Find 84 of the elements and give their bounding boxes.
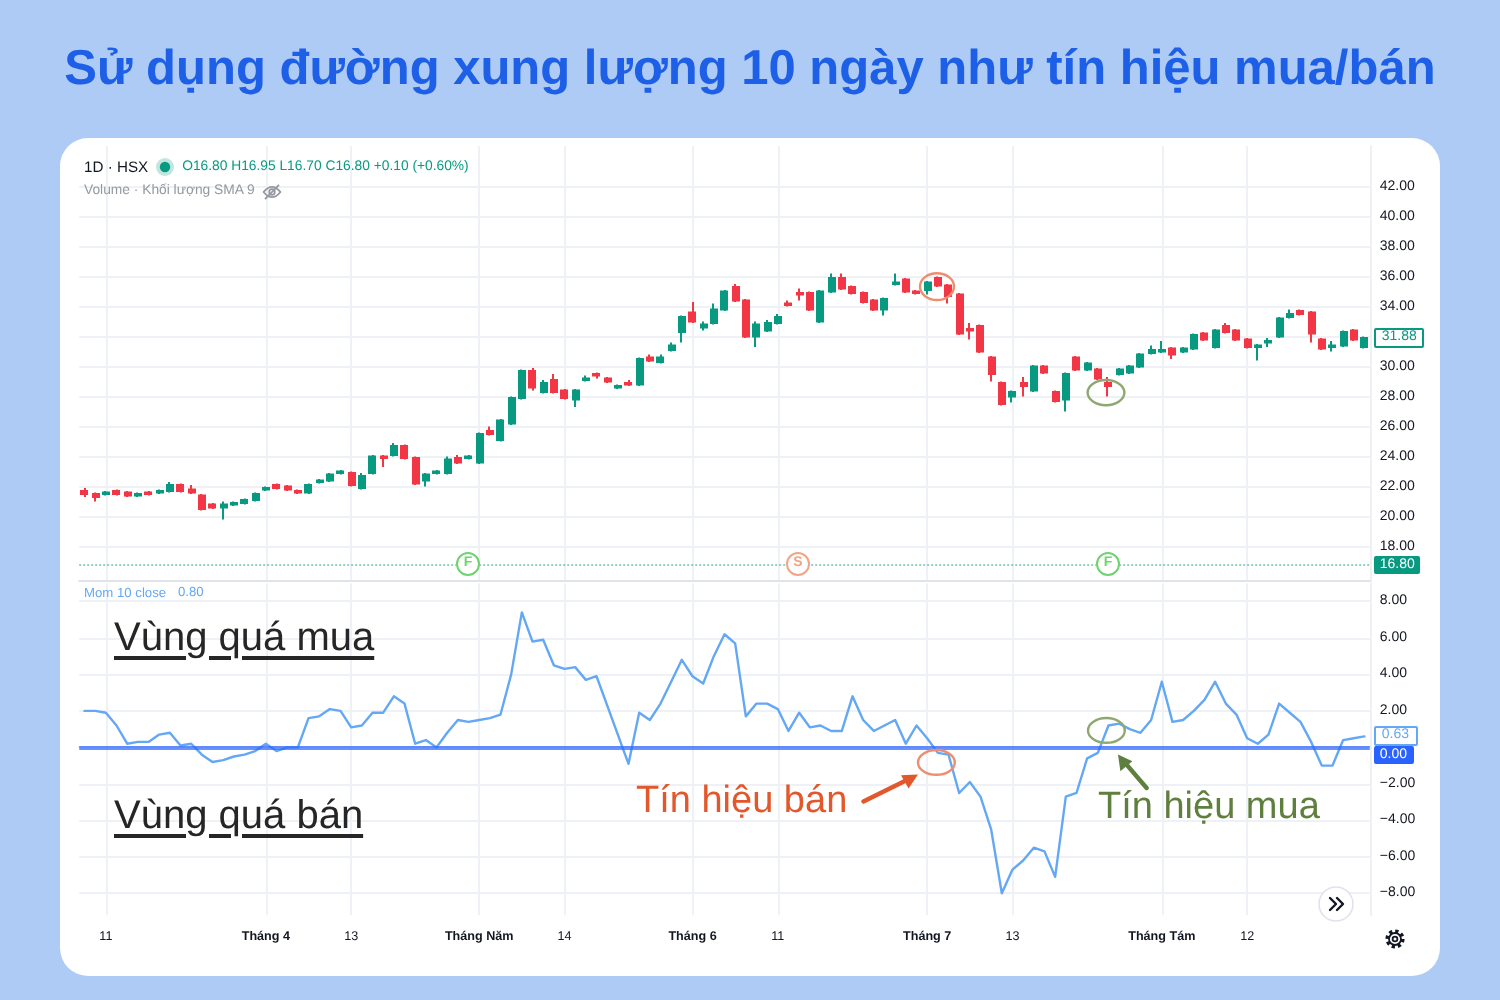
candlestick xyxy=(176,482,184,494)
candlestick xyxy=(368,454,376,476)
candlestick xyxy=(656,353,664,365)
candlestick xyxy=(1040,364,1048,376)
candlestick xyxy=(348,470,356,488)
candlestick xyxy=(1072,355,1080,373)
candlestick xyxy=(124,490,132,499)
candlestick xyxy=(700,320,708,332)
candlestick xyxy=(1200,331,1208,343)
candlestick xyxy=(1254,343,1262,362)
candlestick xyxy=(1340,329,1348,349)
candlestick xyxy=(1020,376,1028,398)
candlestick xyxy=(816,289,824,325)
candlestick xyxy=(998,380,1006,407)
candlestick xyxy=(1360,335,1368,350)
candlestick xyxy=(1212,328,1220,350)
candlestick xyxy=(380,454,388,469)
candlestick xyxy=(678,314,686,344)
candlestick xyxy=(1350,328,1358,343)
candlestick xyxy=(828,272,836,295)
candlestick xyxy=(92,491,100,503)
candlestick xyxy=(752,320,760,349)
candlestick xyxy=(1168,346,1176,361)
candlestick xyxy=(624,379,632,388)
candlestick xyxy=(668,341,676,353)
candlestick xyxy=(880,296,888,317)
candlestick xyxy=(540,379,548,395)
candlestick xyxy=(486,425,494,437)
candlestick xyxy=(144,490,152,497)
candlestick xyxy=(636,356,644,388)
candlestick xyxy=(646,353,654,364)
annotation: Vùng quá mua xyxy=(114,616,375,662)
candlestick xyxy=(112,488,120,497)
candlestick xyxy=(1030,364,1038,394)
candlestick xyxy=(390,442,398,458)
candlestick xyxy=(1328,340,1336,353)
candlestick xyxy=(688,301,696,325)
candlestick xyxy=(784,299,792,308)
line-series xyxy=(83,611,1366,895)
candlestick xyxy=(432,469,440,476)
candlestick xyxy=(454,454,462,466)
candlestick xyxy=(592,371,600,380)
candlestick xyxy=(1318,337,1326,352)
candlestick xyxy=(272,482,280,491)
chart-title: Sử dụng đường xung lượng 10 ngày như tín hiệu mua/bán xyxy=(62,42,1438,99)
candlestick xyxy=(1286,308,1294,320)
candlestick xyxy=(614,383,622,391)
candlestick xyxy=(336,469,344,476)
candlestick xyxy=(304,482,312,496)
candlestick xyxy=(572,388,580,409)
annotation: Tín hiệu bán xyxy=(636,780,848,824)
candlestick xyxy=(464,454,472,461)
candlestick xyxy=(252,491,260,503)
candlestick xyxy=(496,418,504,443)
candlestick xyxy=(1084,361,1092,373)
candlestick xyxy=(528,367,536,392)
candlestick xyxy=(1062,371,1070,413)
annotation: Tín hiệu mua xyxy=(1098,786,1320,830)
candlestick xyxy=(1276,316,1284,340)
candlestick xyxy=(1308,310,1316,344)
annotation: Vùng quá bán xyxy=(114,794,364,840)
candlestick xyxy=(80,487,88,499)
candlestick xyxy=(412,455,420,487)
candlestick xyxy=(188,484,196,496)
candlestick xyxy=(1244,337,1252,350)
candlestick xyxy=(262,485,270,493)
candlestick xyxy=(1264,337,1272,349)
candlestick xyxy=(422,472,430,488)
candlestick xyxy=(924,280,932,296)
candlestick xyxy=(134,491,142,499)
candlestick xyxy=(476,431,484,466)
candlestick xyxy=(988,355,996,383)
candlestick xyxy=(1094,367,1102,382)
candlestick xyxy=(444,455,452,476)
candlestick xyxy=(1052,389,1060,404)
candlestick xyxy=(1296,308,1304,317)
candlestick xyxy=(358,472,366,491)
candlestick xyxy=(400,443,408,461)
candlestick xyxy=(604,376,612,385)
candlestick xyxy=(892,272,900,287)
candlestick xyxy=(1008,389,1016,404)
candlestick xyxy=(1104,376,1112,398)
candlestick xyxy=(582,374,590,383)
candlestick xyxy=(102,490,110,497)
